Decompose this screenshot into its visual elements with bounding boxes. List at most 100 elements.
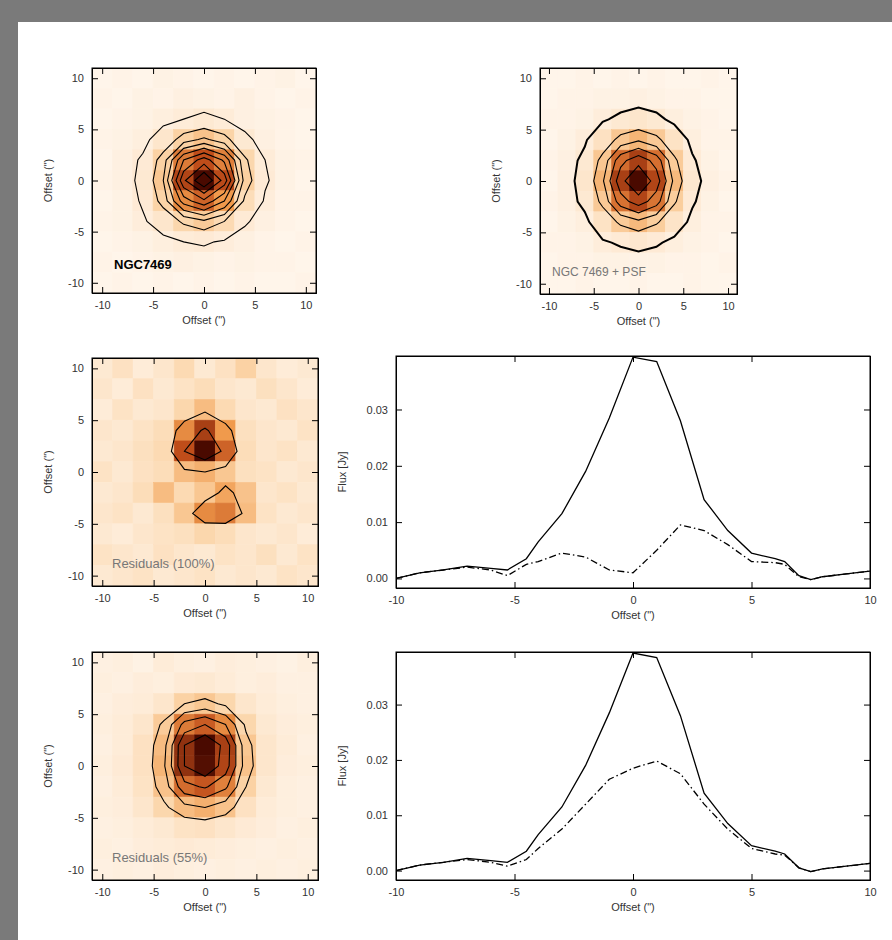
tick: 0	[78, 175, 98, 187]
tick: -10	[516, 278, 546, 290]
heatmap-cell	[92, 88, 112, 108]
heatmap-cell	[215, 818, 236, 839]
contour	[178, 725, 230, 788]
line-panel: -10-505100.000.010.020.03Offset (")Flux …	[336, 356, 877, 621]
heatmap-cell	[647, 253, 665, 274]
tick	[864, 871, 870, 872]
tick	[864, 466, 870, 467]
tick-mark	[205, 358, 206, 364]
heatmap-cell	[275, 211, 295, 231]
contour	[184, 735, 220, 776]
contour	[152, 699, 253, 820]
tick	[255, 68, 256, 74]
axis-line	[93, 653, 319, 659]
contour	[135, 112, 269, 246]
heatmap-cell	[154, 482, 175, 503]
heatmap-cell	[719, 68, 737, 89]
tick-mark	[864, 466, 870, 467]
heatmap-cell	[277, 714, 298, 735]
tick: -10	[95, 287, 111, 311]
y-axis: -10-50510	[516, 69, 546, 295]
heatmap-cell	[215, 545, 236, 566]
tick-mark	[752, 582, 753, 588]
heatmap-cell	[113, 482, 134, 503]
heatmap-cell	[173, 211, 193, 231]
tick-label: -5	[74, 226, 84, 238]
y-axis-right	[731, 69, 738, 295]
heatmap-cell	[236, 524, 257, 545]
tick-label: 5	[749, 594, 755, 606]
heatmap-cell	[256, 673, 277, 694]
heatmap-cell	[277, 693, 298, 714]
heatmap-cell	[297, 859, 318, 880]
tick-mark	[594, 288, 595, 294]
contour	[172, 148, 235, 210]
heatmap-cell	[719, 89, 737, 110]
tick	[864, 760, 870, 761]
heatmap-cell	[277, 673, 298, 694]
heatmap-cell	[296, 191, 316, 211]
tick: 0.01	[367, 809, 402, 821]
heatmap-cell	[92, 859, 113, 880]
tick-label: -10	[389, 886, 405, 898]
panel-label: Residuals (55%)	[112, 850, 207, 865]
tick-mark	[92, 818, 98, 819]
heatmap-cell	[113, 735, 134, 756]
heatmap-cell	[112, 88, 132, 108]
heatmap-cell	[92, 818, 113, 839]
heatmap-cell	[195, 524, 216, 545]
heatmap-cell	[133, 273, 153, 293]
heatmap-cell	[92, 252, 112, 272]
tick	[731, 130, 737, 131]
tick: 5	[254, 874, 260, 898]
heatmap-cell	[255, 170, 275, 190]
axis-line	[541, 69, 547, 295]
tick-label: 5	[252, 299, 258, 311]
frame-background	[0, 0, 892, 940]
tick-mark	[515, 874, 516, 880]
line-series	[396, 525, 870, 580]
tick	[752, 652, 753, 658]
heatmap-cell	[133, 441, 154, 462]
heatmap-cell	[174, 503, 195, 524]
heatmap-cell	[683, 68, 701, 89]
heatmap-cell	[194, 252, 214, 272]
plot-area	[92, 358, 318, 586]
heatmap-cell	[174, 714, 195, 735]
tick: 10	[722, 288, 734, 312]
heatmap-cell	[133, 211, 153, 231]
tick-label: 5	[78, 708, 84, 720]
axis-line	[397, 653, 871, 659]
tick-label: 0	[78, 175, 84, 187]
tick-mark	[154, 580, 155, 586]
y-axis: -10-50510	[68, 69, 98, 294]
heatmap-cell	[113, 756, 134, 777]
heatmap-cell	[701, 171, 719, 192]
heatmap-cell	[92, 756, 113, 777]
heatmap-cell	[297, 818, 318, 839]
tick-mark	[204, 287, 205, 293]
tick-label: 0	[78, 466, 84, 478]
heatmap-cell	[154, 503, 175, 524]
tick-label: 0	[202, 592, 208, 604]
tick-label: 0.02	[367, 460, 388, 472]
axis-line	[397, 582, 871, 589]
x-axis-title: Offset (")	[183, 607, 226, 619]
heatmap-cell	[236, 735, 257, 756]
heatmap-cell	[236, 358, 257, 379]
tick-mark	[92, 232, 98, 233]
tick	[864, 522, 870, 523]
heatmap-cell	[133, 232, 153, 252]
heatmap-cell	[558, 130, 576, 151]
tick-label: 0.03	[367, 404, 388, 416]
tick-label: 10	[302, 592, 314, 604]
heatmap-cell	[133, 88, 153, 108]
heatmap-cell	[701, 109, 719, 130]
heatmap-cell	[255, 252, 275, 272]
tick-mark	[256, 652, 257, 658]
heatmap-cell	[112, 273, 132, 293]
tick: 0	[636, 288, 642, 312]
tick-mark	[396, 871, 402, 872]
heatmap-cell	[612, 171, 630, 192]
heatmap-cell	[630, 109, 648, 130]
